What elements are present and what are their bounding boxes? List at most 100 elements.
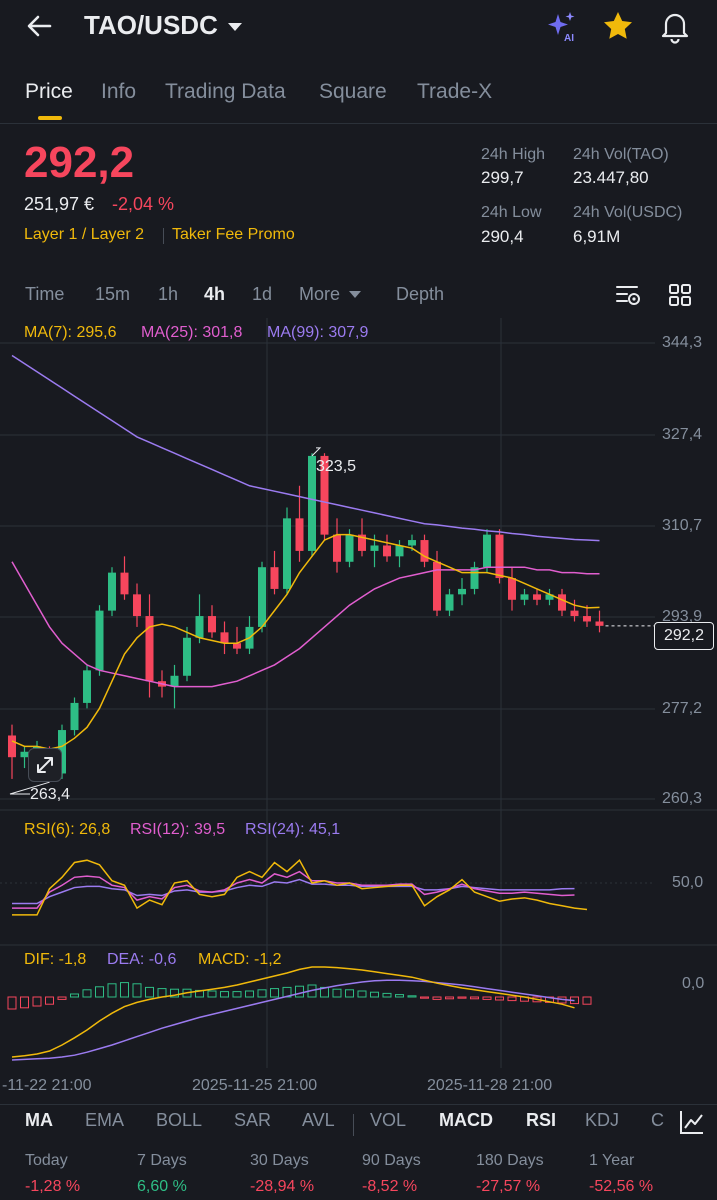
macd-bar (445, 996, 454, 1000)
indicator-settings-icon[interactable] (676, 1106, 712, 1138)
candle (283, 518, 291, 589)
candle (458, 588, 466, 595)
candle (533, 594, 541, 600)
tab-square[interactable]: Square (319, 80, 387, 103)
macd-bar (132, 983, 142, 998)
candle (420, 540, 429, 562)
perf-today-label: Today (25, 1152, 68, 1169)
ma25-label: MA(25): 301,8 (141, 324, 243, 341)
candle (508, 578, 516, 600)
tf-more[interactable]: More (299, 284, 341, 304)
tab-macd[interactable]: MACD (439, 1110, 493, 1130)
macd-bar (482, 996, 492, 1000)
perf-180d-label: 180 Days (476, 1152, 544, 1169)
tab-trade-x[interactable]: Trade-X (417, 80, 493, 103)
candle (345, 534, 354, 562)
chart-settings-icon[interactable] (615, 282, 643, 308)
star-icon[interactable] (600, 8, 636, 44)
tf-time[interactable]: Time (25, 284, 65, 304)
tab-kdj[interactable]: KDJ (585, 1110, 620, 1130)
rsi-axis-label: 50,0 (672, 874, 704, 891)
candle (295, 518, 304, 551)
tab-info[interactable]: Info (101, 80, 137, 103)
candle (395, 545, 404, 557)
macd-bar (157, 988, 167, 998)
candle (233, 643, 241, 649)
tab-avl[interactable]: AVL (302, 1110, 335, 1130)
perf-1y-value: -52,56 % (589, 1178, 654, 1195)
rsi6-line (12, 859, 588, 916)
ai-sparkle-icon[interactable]: AI (544, 8, 580, 44)
pair-name: TAO/USDC (84, 10, 218, 40)
price-axis-label: 310,7 (662, 517, 703, 534)
candle (333, 534, 341, 562)
candle (408, 540, 416, 546)
chevron-down-icon (349, 291, 361, 298)
macd-bar (395, 994, 404, 998)
macd-bar (57, 996, 67, 1000)
tab-price[interactable]: Price (25, 80, 73, 103)
tab-trading-data[interactable]: Trading Data (165, 80, 286, 103)
tag-layer[interactable]: Layer 1 / Layer 2 (24, 226, 145, 243)
vol-usdc-value: 6,91M (573, 227, 621, 246)
candle (258, 567, 266, 627)
candle (183, 637, 191, 676)
candle (520, 594, 529, 600)
candle (583, 616, 591, 622)
macd-bar (457, 996, 467, 999)
back-arrow-icon[interactable] (24, 10, 56, 42)
rsi6-label: RSI(6): 26,8 (24, 821, 111, 838)
macd-bar (270, 988, 279, 998)
perf-180d-value: -27,57 % (476, 1178, 541, 1195)
candle (308, 455, 316, 551)
macd-bar (495, 996, 504, 1001)
macd-bar (245, 990, 254, 998)
time-axis-label: 2025-11-25 21:00 (192, 1077, 318, 1094)
vol-tao-value: 23.447,80 (573, 168, 649, 187)
candle (358, 534, 366, 551)
tf-1d[interactable]: 1d (252, 284, 273, 304)
candle (8, 735, 16, 758)
expand-icon[interactable] (28, 748, 62, 782)
candle (558, 594, 566, 611)
candle (320, 455, 329, 535)
tf-depth[interactable]: Depth (396, 284, 445, 304)
macd-bar (357, 990, 367, 998)
candle (120, 572, 129, 595)
candle (133, 594, 141, 617)
tab-boll[interactable]: BOLL (156, 1110, 203, 1130)
active-tab-indicator (38, 116, 62, 120)
high-value: 299,7 (481, 168, 524, 187)
tab-more-indicators[interactable]: C (651, 1110, 664, 1130)
ma99-label: MA(99): 307,9 (267, 324, 369, 341)
macd-bar (382, 992, 392, 998)
vol-tao-label: 24h Vol(TAO) (573, 146, 669, 163)
rsi12-line (12, 870, 575, 909)
tab-vol[interactable]: VOL (370, 1110, 407, 1130)
time-axis-label: -11-22 21:00 (2, 1077, 92, 1094)
tab-ema[interactable]: EMA (85, 1110, 125, 1130)
macd-bar (20, 996, 29, 1009)
grid-layout-icon[interactable] (667, 282, 693, 308)
tf-4h[interactable]: 4h (204, 284, 226, 304)
top-bar: TAO/USDC AI (0, 0, 717, 52)
macd-bar (370, 991, 379, 998)
tab-sar[interactable]: SAR (234, 1110, 272, 1130)
tab-ma[interactable]: MA (25, 1110, 53, 1130)
tf-15m[interactable]: 15m (95, 284, 131, 304)
macd-bar (95, 986, 104, 998)
macd-bar (145, 986, 154, 998)
tab-rsi[interactable]: RSI (526, 1110, 557, 1130)
bell-icon[interactable] (657, 8, 693, 44)
tf-1h[interactable]: 1h (158, 284, 179, 304)
macd-bar (7, 996, 17, 1010)
macd-bar (82, 989, 92, 998)
candlestick-chart[interactable] (0, 318, 717, 1088)
high-marker-leader (311, 447, 322, 457)
candle (570, 610, 579, 617)
tag-promo[interactable]: Taker Fee Promo (172, 226, 295, 243)
macd-bar (207, 990, 217, 998)
pair-selector[interactable]: TAO/USDC (84, 10, 242, 41)
macd-axis-label: 0,0 (682, 975, 705, 992)
divider (0, 123, 717, 124)
